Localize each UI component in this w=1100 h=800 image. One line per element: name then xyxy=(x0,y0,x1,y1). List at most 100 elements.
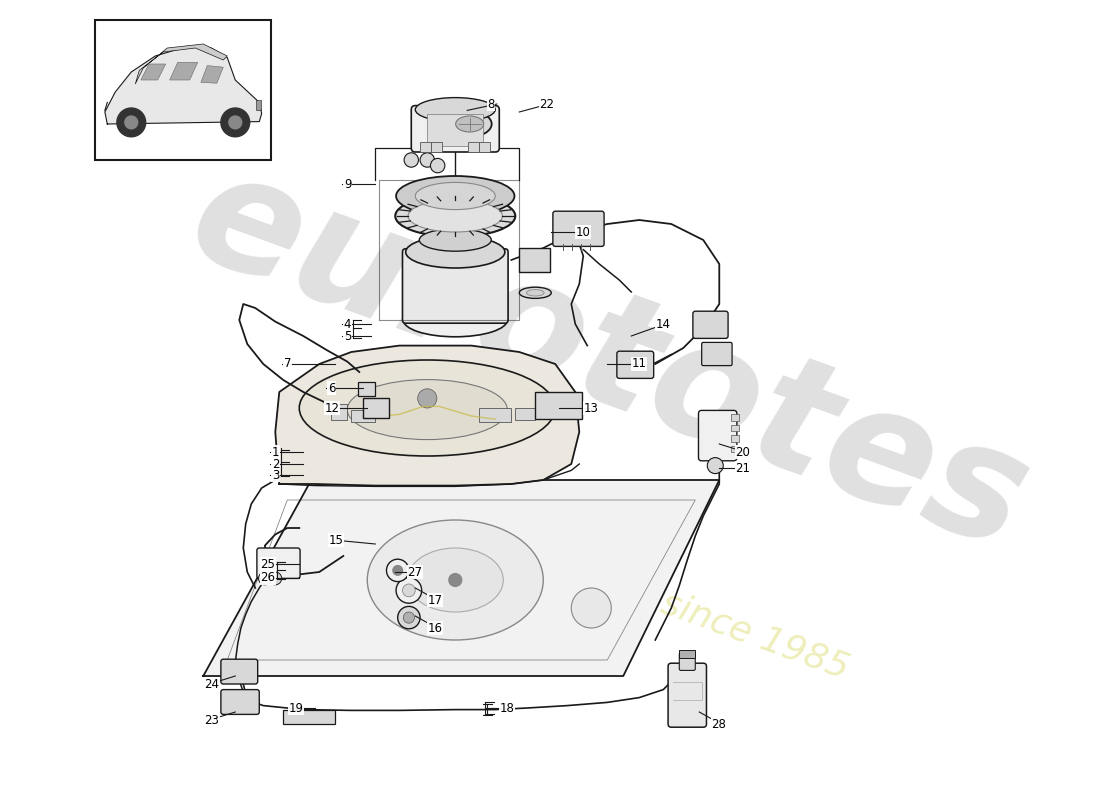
Polygon shape xyxy=(169,62,198,80)
Circle shape xyxy=(125,116,138,129)
Polygon shape xyxy=(104,46,262,124)
Ellipse shape xyxy=(416,182,495,210)
Polygon shape xyxy=(515,408,536,420)
Text: 1: 1 xyxy=(272,446,279,458)
FancyBboxPatch shape xyxy=(617,351,653,378)
FancyBboxPatch shape xyxy=(732,446,739,452)
Circle shape xyxy=(117,108,145,137)
Circle shape xyxy=(258,572,272,585)
Text: 25: 25 xyxy=(261,558,275,570)
Polygon shape xyxy=(480,408,512,422)
Text: eurototes: eurototes xyxy=(170,138,1047,582)
Ellipse shape xyxy=(396,176,515,216)
FancyBboxPatch shape xyxy=(732,425,739,431)
Ellipse shape xyxy=(407,548,504,612)
FancyBboxPatch shape xyxy=(221,659,257,684)
Text: 28: 28 xyxy=(712,718,726,730)
Text: 5: 5 xyxy=(344,330,351,342)
Text: 6: 6 xyxy=(328,382,336,394)
Circle shape xyxy=(404,153,418,167)
Circle shape xyxy=(707,458,724,474)
Circle shape xyxy=(420,153,434,167)
Polygon shape xyxy=(201,66,223,83)
Circle shape xyxy=(386,559,409,582)
Polygon shape xyxy=(135,44,228,84)
FancyBboxPatch shape xyxy=(698,410,737,461)
FancyBboxPatch shape xyxy=(420,142,431,152)
Text: 16: 16 xyxy=(427,622,442,634)
Ellipse shape xyxy=(408,200,503,232)
Ellipse shape xyxy=(348,380,507,440)
Text: 18: 18 xyxy=(499,702,514,714)
Text: 14: 14 xyxy=(656,318,670,330)
Ellipse shape xyxy=(448,111,492,137)
FancyBboxPatch shape xyxy=(257,548,300,578)
Ellipse shape xyxy=(367,520,543,640)
FancyBboxPatch shape xyxy=(732,435,739,442)
FancyBboxPatch shape xyxy=(403,249,508,323)
Polygon shape xyxy=(204,480,719,676)
Ellipse shape xyxy=(404,303,507,337)
Text: 4: 4 xyxy=(344,318,351,330)
Polygon shape xyxy=(141,64,166,80)
Text: 9: 9 xyxy=(344,178,351,190)
Ellipse shape xyxy=(455,116,484,132)
Circle shape xyxy=(396,578,421,603)
FancyBboxPatch shape xyxy=(284,710,336,724)
Ellipse shape xyxy=(419,229,492,251)
FancyBboxPatch shape xyxy=(680,653,695,670)
Text: 3: 3 xyxy=(272,469,279,482)
Text: 27: 27 xyxy=(407,566,422,578)
FancyBboxPatch shape xyxy=(702,342,733,366)
Circle shape xyxy=(404,612,415,623)
Ellipse shape xyxy=(527,290,544,296)
Text: 13: 13 xyxy=(583,402,598,414)
FancyBboxPatch shape xyxy=(431,142,442,152)
Ellipse shape xyxy=(299,360,556,456)
Circle shape xyxy=(430,158,444,173)
Circle shape xyxy=(268,572,282,585)
Text: 24: 24 xyxy=(205,678,219,690)
FancyBboxPatch shape xyxy=(732,414,739,421)
Text: 19: 19 xyxy=(288,702,304,714)
Ellipse shape xyxy=(406,236,505,268)
Text: 2: 2 xyxy=(272,458,279,470)
Text: 20: 20 xyxy=(735,446,750,458)
FancyBboxPatch shape xyxy=(480,142,491,152)
Circle shape xyxy=(418,389,437,408)
Circle shape xyxy=(449,574,462,586)
Ellipse shape xyxy=(519,287,551,298)
Polygon shape xyxy=(351,410,375,422)
Text: 23: 23 xyxy=(205,714,219,726)
Circle shape xyxy=(398,606,420,629)
Polygon shape xyxy=(275,346,580,486)
FancyBboxPatch shape xyxy=(96,20,272,160)
Text: 17: 17 xyxy=(427,594,442,606)
Ellipse shape xyxy=(395,195,515,237)
Text: 22: 22 xyxy=(539,98,554,110)
Polygon shape xyxy=(427,114,483,146)
Text: 12: 12 xyxy=(324,402,339,414)
FancyBboxPatch shape xyxy=(469,142,480,152)
Text: 26: 26 xyxy=(261,571,275,584)
Circle shape xyxy=(229,116,242,129)
FancyBboxPatch shape xyxy=(693,311,728,338)
Polygon shape xyxy=(331,404,348,420)
Text: 11: 11 xyxy=(631,358,647,370)
FancyBboxPatch shape xyxy=(536,392,582,419)
FancyBboxPatch shape xyxy=(519,248,550,272)
Circle shape xyxy=(221,108,250,137)
Text: 15: 15 xyxy=(329,534,343,546)
Ellipse shape xyxy=(416,98,495,122)
Text: 21: 21 xyxy=(735,462,750,474)
Text: 10: 10 xyxy=(575,226,591,238)
Circle shape xyxy=(571,588,612,628)
FancyBboxPatch shape xyxy=(358,382,375,396)
FancyBboxPatch shape xyxy=(221,690,260,714)
FancyBboxPatch shape xyxy=(363,398,389,418)
FancyBboxPatch shape xyxy=(668,663,706,727)
Circle shape xyxy=(393,566,403,575)
FancyBboxPatch shape xyxy=(680,650,695,658)
Polygon shape xyxy=(256,100,261,110)
FancyBboxPatch shape xyxy=(411,106,499,152)
